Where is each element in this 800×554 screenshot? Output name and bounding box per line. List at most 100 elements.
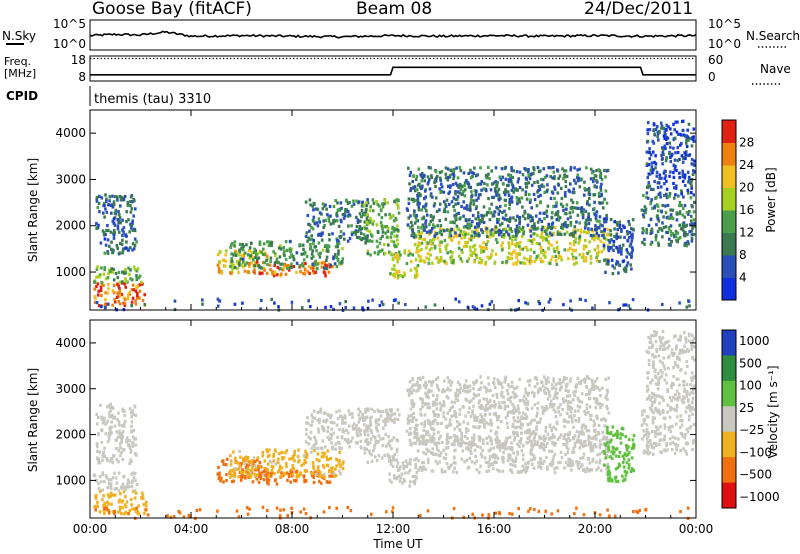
heatmap-cell	[231, 266, 234, 271]
heatmap-cell	[605, 467, 608, 471]
heatmap-cell	[486, 231, 489, 235]
heatmap-cell	[572, 230, 575, 234]
heatmap-cell	[449, 220, 452, 224]
heatmap-cell	[555, 396, 559, 400]
heatmap-cell	[510, 229, 514, 234]
heatmap-cell	[474, 454, 477, 458]
heatmap-cell	[491, 393, 495, 398]
heatmap-cell	[584, 238, 587, 242]
heatmap-cell	[565, 212, 568, 216]
heatmap-cell	[314, 263, 317, 267]
heatmap-cell	[269, 242, 273, 246]
heatmap-cell	[673, 196, 676, 200]
heatmap-cell	[460, 432, 463, 436]
heatmap-cell	[221, 459, 224, 463]
heatmap-cell	[312, 238, 316, 242]
heatmap-cell	[580, 429, 584, 433]
heatmap-cell	[337, 207, 341, 211]
heatmap-cell	[407, 216, 410, 220]
heatmap-cell	[412, 186, 416, 190]
colorbar-segment	[722, 232, 736, 256]
heatmap-cell	[650, 198, 653, 202]
heatmap-cell	[387, 413, 391, 418]
heatmap-cell	[531, 238, 535, 242]
heatmap-cell	[112, 291, 116, 295]
heatmap-cell	[446, 251, 449, 255]
heatmap-cell	[441, 390, 444, 394]
heatmap-cell	[504, 227, 507, 231]
heatmap-cell	[114, 208, 118, 212]
heatmap-cell	[455, 234, 458, 238]
heatmap-cell	[595, 179, 598, 183]
heatmap-cell	[218, 299, 222, 303]
heatmap-cell	[325, 207, 328, 211]
heatmap-cell	[106, 500, 109, 504]
heatmap-cell	[93, 505, 96, 509]
heatmap-cell	[103, 511, 106, 515]
heatmap-cell	[427, 380, 431, 384]
heatmap-cell	[506, 397, 510, 401]
heatmap-cell	[613, 227, 616, 231]
heatmap-cell	[622, 267, 626, 272]
heatmap-cell	[564, 169, 568, 173]
heatmap-cell	[100, 415, 103, 419]
heatmap-cell	[119, 446, 122, 450]
heatmap-cell	[535, 241, 539, 246]
heatmap-cell	[222, 480, 225, 484]
heatmap-cell	[131, 221, 134, 226]
heatmap-cell	[553, 185, 556, 189]
heatmap-cell	[476, 229, 479, 234]
heatmap-cell	[438, 240, 442, 244]
heatmap-cell	[553, 225, 557, 230]
heatmap-cell	[582, 252, 585, 256]
heatmap-cell	[261, 454, 265, 458]
heatmap-cell	[491, 214, 495, 218]
heatmap-cell	[361, 200, 364, 204]
heatmap-cell	[502, 228, 505, 232]
heatmap-cell	[280, 471, 283, 475]
heatmap-cell	[569, 168, 572, 172]
heatmap-cell	[463, 460, 466, 464]
heatmap-cell	[686, 233, 689, 237]
heatmap-cell	[104, 298, 107, 302]
heatmap-cell	[547, 300, 551, 304]
heatmap-cell	[557, 461, 560, 465]
heatmap-cell	[110, 431, 113, 435]
heatmap-cell	[336, 245, 339, 249]
heatmap-cell	[516, 432, 519, 436]
heatmap-cell	[319, 407, 323, 411]
heatmap-cell	[595, 185, 598, 189]
heatmap-cell	[553, 443, 556, 447]
heatmap-cell	[644, 211, 647, 215]
heatmap-cell	[109, 428, 112, 432]
heatmap-cell	[527, 181, 530, 185]
heatmap-cell	[458, 441, 462, 445]
heatmap-cell	[106, 251, 110, 255]
heatmap-cell	[669, 243, 672, 247]
heatmap-cell	[451, 405, 455, 409]
heatmap-cell	[598, 215, 602, 219]
heatmap-cell	[529, 219, 533, 223]
heatmap-cell	[415, 247, 419, 251]
heatmap-cell	[443, 379, 446, 383]
heatmap-cell	[414, 462, 417, 467]
heatmap-cell	[454, 190, 457, 194]
heatmap-cell	[217, 253, 220, 257]
heatmap-cell	[532, 454, 536, 458]
heatmap-cell	[334, 245, 338, 249]
heatmap-cell	[606, 455, 610, 459]
heatmap-cell	[492, 380, 495, 384]
heatmap-cell	[267, 474, 271, 478]
heatmap-cell	[510, 180, 513, 184]
heatmap-cell	[347, 441, 350, 445]
heatmap-cell	[458, 254, 461, 258]
heatmap-cell	[372, 219, 375, 223]
colorbar-segment	[722, 165, 736, 188]
heatmap-cell	[466, 222, 470, 226]
heatmap-cell	[253, 472, 257, 476]
heatmap-cell	[415, 389, 418, 393]
heatmap-cell	[317, 472, 321, 476]
heatmap-cell	[628, 223, 631, 227]
heatmap-cell	[351, 424, 355, 428]
